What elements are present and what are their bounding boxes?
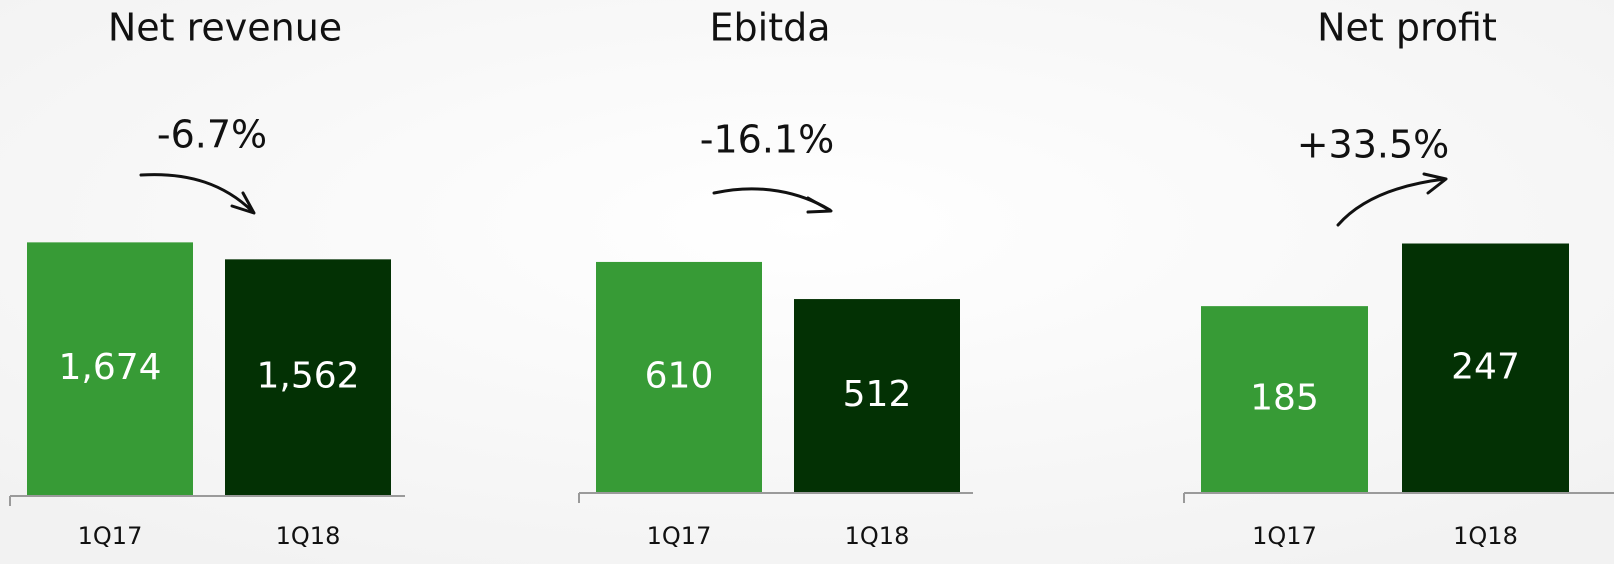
chart-title: Net revenue — [108, 6, 342, 50]
bar — [27, 242, 193, 496]
value-label: 1,562 — [256, 356, 359, 397]
value-label: 610 — [645, 355, 714, 396]
x-tick-label: 1Q17 — [78, 522, 143, 550]
x-tick-label: 1Q17 — [647, 522, 712, 550]
bar — [1402, 243, 1569, 493]
value-label: 185 — [1250, 378, 1319, 419]
bar — [225, 259, 391, 496]
arrow — [1336, 177, 1447, 227]
x-tick-label: 1Q18 — [1453, 522, 1518, 550]
bar — [1201, 306, 1368, 493]
bar — [794, 299, 960, 493]
bar — [596, 261, 762, 493]
change-annotation: -16.1% — [700, 118, 834, 162]
arrow-head — [806, 196, 833, 214]
x-tick-label: 1Q18 — [276, 522, 341, 550]
x-tick-label: 1Q18 — [845, 522, 910, 550]
chart-title: Net profit — [1317, 6, 1497, 50]
arrow-head — [1422, 172, 1448, 195]
value-label: 512 — [843, 374, 912, 415]
arrow-head — [230, 191, 256, 215]
value-label: 247 — [1451, 346, 1520, 387]
change-annotation: -6.7% — [157, 113, 267, 157]
value-label: 1,674 — [58, 347, 161, 388]
chart-title: Ebitda — [710, 6, 831, 50]
change-annotation: +33.5% — [1297, 123, 1450, 167]
x-tick-label: 1Q17 — [1252, 522, 1317, 550]
arrow — [139, 173, 254, 213]
